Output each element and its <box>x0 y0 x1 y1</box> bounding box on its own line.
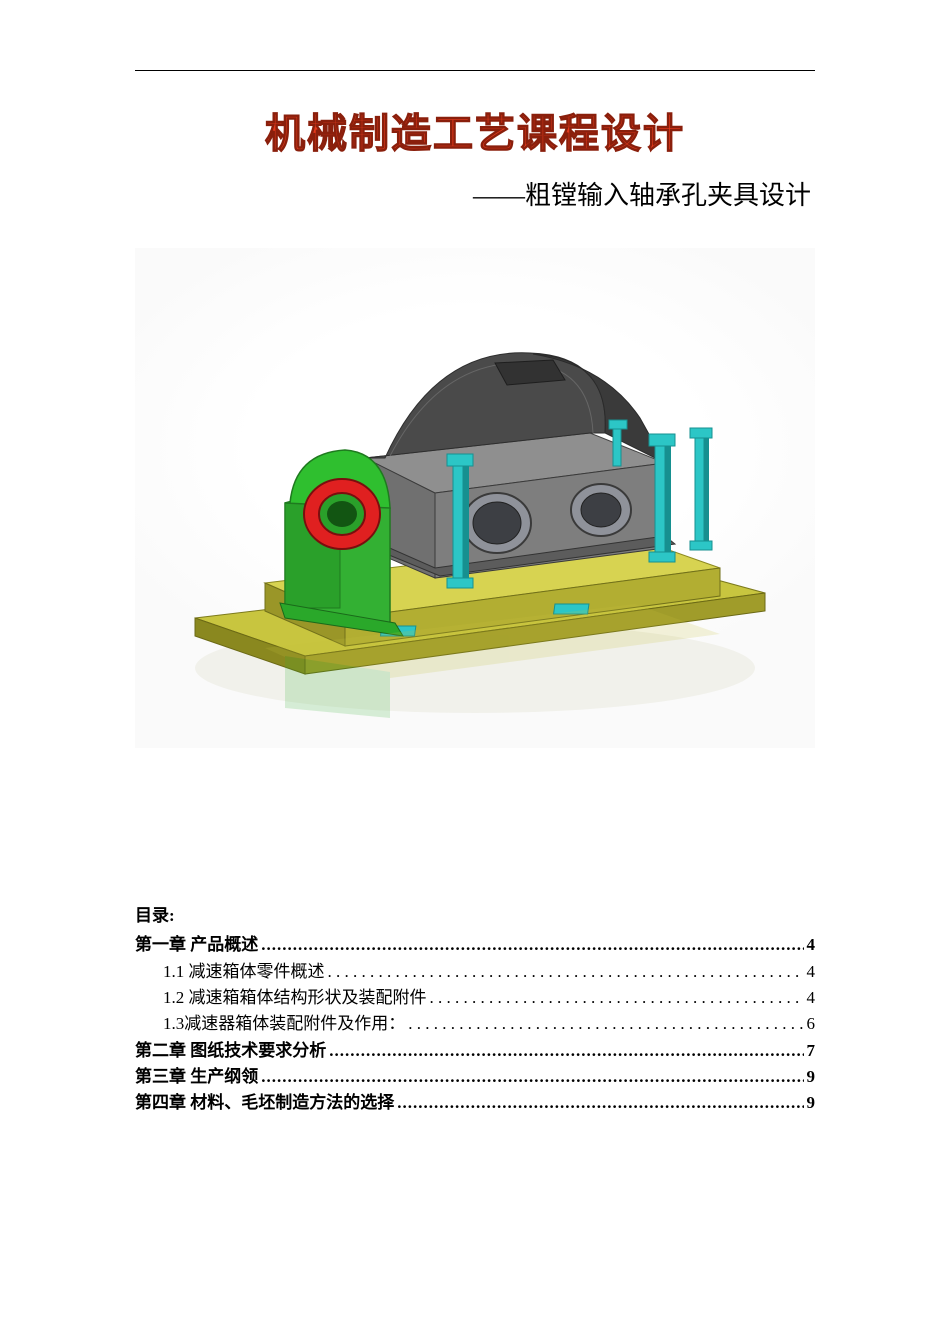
toc-label: 第一章 产品概述 <box>135 932 258 958</box>
toc-page: 9 <box>807 1090 816 1116</box>
toc-page: 4 <box>807 959 816 985</box>
toc-label: 第四章 材料、毛坯制造方法的选择 <box>135 1090 394 1116</box>
toc-item: 第二章 图纸技术要求分析 7 <box>135 1038 815 1064</box>
toc-page: 7 <box>807 1038 816 1064</box>
toc-page: 9 <box>807 1064 816 1090</box>
toc-page: 6 <box>807 1011 816 1037</box>
gearbox-housing <box>360 353 675 578</box>
toc-item: 1.3减速器箱体装配附件及作用： 6 <box>135 1011 815 1037</box>
toc-leader <box>261 1064 803 1090</box>
toc-item: 第一章 产品概述 4 <box>135 932 815 958</box>
top-rule <box>135 70 815 71</box>
toc-leader <box>430 985 804 1011</box>
toc-leader <box>261 932 803 958</box>
toc-page: 4 <box>807 985 816 1011</box>
toc-item: 1.2 减速箱箱体结构形状及装配附件 4 <box>135 985 815 1011</box>
toc-item: 第四章 材料、毛坯制造方法的选择 9 <box>135 1090 815 1116</box>
toc-leader <box>397 1090 803 1116</box>
cad-rendering <box>135 248 815 748</box>
toc-leader <box>408 1011 803 1037</box>
toc-item: 第三章 生产纲领 9 <box>135 1064 815 1090</box>
toc-leader <box>329 1038 803 1064</box>
toc-item: 1.1 减速箱体零件概述 4 <box>135 959 815 985</box>
toc-label: 1.1 减速箱体零件概述 <box>163 959 325 985</box>
table-of-contents: 目录: 第一章 产品概述 4 1.1 减速箱体零件概述 4 1.2 减速箱箱体结… <box>135 903 815 1117</box>
toc-heading: 目录: <box>135 903 815 929</box>
toc-label: 第二章 图纸技术要求分析 <box>135 1038 326 1064</box>
title-text: 机械制造工艺课程设计 <box>265 101 685 159</box>
toc-label: 1.3减速器箱体装配附件及作用： <box>163 1011 405 1037</box>
document-subtitle: ——粗镗输入轴承孔夹具设计 <box>135 175 815 212</box>
toc-page: 4 <box>807 932 816 958</box>
toc-label: 1.2 减速箱箱体结构形状及装配附件 <box>163 985 427 1011</box>
toc-leader <box>328 959 804 985</box>
document-title: 机械制造工艺课程设计 <box>135 101 815 159</box>
toc-label: 第三章 生产纲领 <box>135 1064 258 1090</box>
pillar-back-right <box>690 428 712 550</box>
red-ring <box>304 479 380 549</box>
